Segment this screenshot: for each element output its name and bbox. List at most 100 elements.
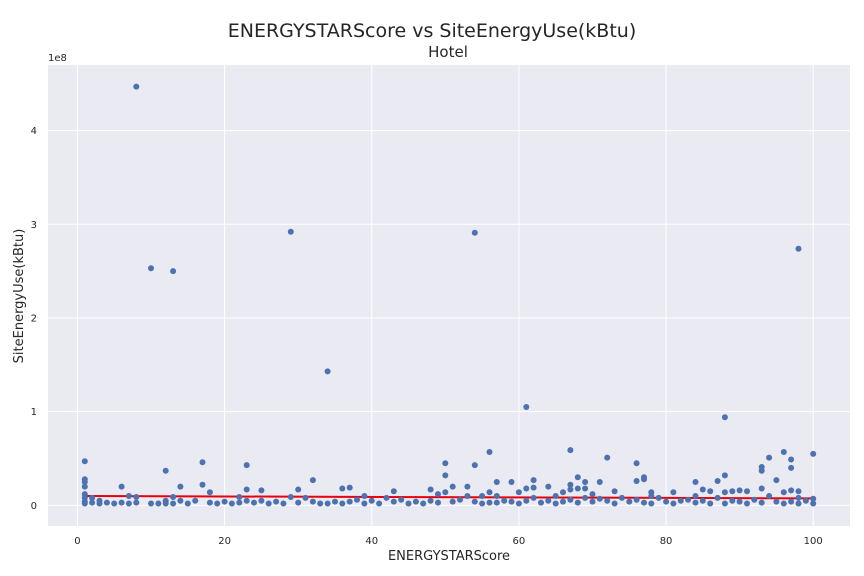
data-point (133, 494, 140, 500)
data-point (177, 497, 184, 504)
data-point (221, 498, 228, 505)
data-point (405, 500, 412, 507)
data-point (788, 498, 795, 505)
data-point (251, 499, 257, 506)
data-point (744, 500, 750, 507)
data-point (780, 489, 787, 496)
data-point (552, 500, 559, 507)
data-point (530, 477, 537, 484)
data-point (788, 487, 795, 494)
data-point (795, 494, 802, 501)
data-point (324, 368, 331, 375)
data-point (96, 500, 103, 507)
data-point (560, 489, 566, 496)
data-point (346, 498, 353, 505)
data-point (471, 462, 478, 469)
data-point (199, 481, 206, 488)
data-point (641, 476, 647, 483)
data-point (567, 496, 574, 503)
data-point (199, 459, 206, 466)
data-point (243, 497, 250, 504)
data-point (449, 498, 456, 505)
data-point (155, 500, 162, 507)
y-tick-label: 3 (31, 220, 37, 231)
data-point (361, 493, 368, 499)
data-point (383, 494, 390, 501)
data-point (508, 479, 515, 485)
data-point (479, 500, 486, 507)
data-point (567, 481, 574, 488)
y-axis-label: SiteEnergyUse(kBtu) (12, 229, 27, 364)
data-point (118, 499, 125, 506)
data-point (170, 494, 177, 500)
data-point (81, 500, 88, 507)
y-tick-label: 0 (31, 501, 37, 512)
data-point (390, 498, 397, 505)
data-point (766, 493, 773, 499)
data-point (699, 486, 706, 493)
data-point (604, 497, 611, 504)
data-point (596, 495, 603, 502)
data-point (685, 496, 692, 503)
trend-line-group (84, 495, 814, 500)
data-point (677, 497, 684, 504)
data-point (810, 500, 817, 507)
data-point (81, 479, 88, 485)
data-point (567, 486, 574, 493)
data-point (243, 462, 250, 469)
data-point (273, 498, 280, 505)
data-point (648, 500, 655, 507)
data-point (206, 489, 213, 496)
data-point (633, 460, 640, 467)
data-point (501, 497, 508, 504)
data-point (125, 493, 132, 499)
chart-title: ENERGYSTARScore vs SiteEnergyUse(kBtu) (228, 20, 636, 42)
data-point (162, 467, 169, 474)
data-point (89, 494, 96, 501)
data-point (295, 499, 302, 506)
data-point (206, 499, 213, 506)
data-point (479, 493, 486, 499)
data-point (530, 494, 537, 501)
data-point (442, 489, 449, 496)
data-point (560, 498, 566, 505)
data-point (236, 494, 243, 500)
data-point (280, 500, 287, 507)
data-point (258, 497, 265, 504)
data-point (523, 497, 530, 504)
data-point (133, 83, 140, 90)
data-point (729, 488, 736, 495)
data-point (243, 486, 250, 493)
data-point (214, 500, 221, 507)
data-point (721, 489, 728, 496)
data-point (758, 467, 765, 474)
data-point (574, 474, 581, 481)
data-point (486, 489, 493, 496)
trend-line (84, 495, 814, 500)
x-tick-label: 20 (218, 536, 231, 547)
data-point (795, 488, 802, 495)
data-point (427, 497, 434, 504)
data-point (545, 497, 552, 504)
data-point (729, 497, 736, 504)
data-point (464, 483, 471, 490)
x-axis-label: ENERGYSTARScore (388, 549, 510, 564)
data-point (780, 449, 787, 455)
data-point (633, 478, 640, 484)
data-point (552, 493, 559, 499)
data-point (324, 500, 331, 507)
data-point (368, 497, 375, 504)
data-point (177, 483, 184, 490)
data-point (670, 489, 677, 496)
data-point (486, 449, 493, 455)
data-point (795, 500, 802, 507)
data-point (523, 485, 530, 492)
data-point (89, 499, 96, 506)
data-point (663, 498, 670, 505)
data-point (258, 487, 265, 494)
data-point (721, 414, 728, 421)
data-point (596, 479, 603, 485)
data-point (758, 499, 765, 506)
data-point (309, 498, 316, 505)
data-point (390, 488, 397, 495)
